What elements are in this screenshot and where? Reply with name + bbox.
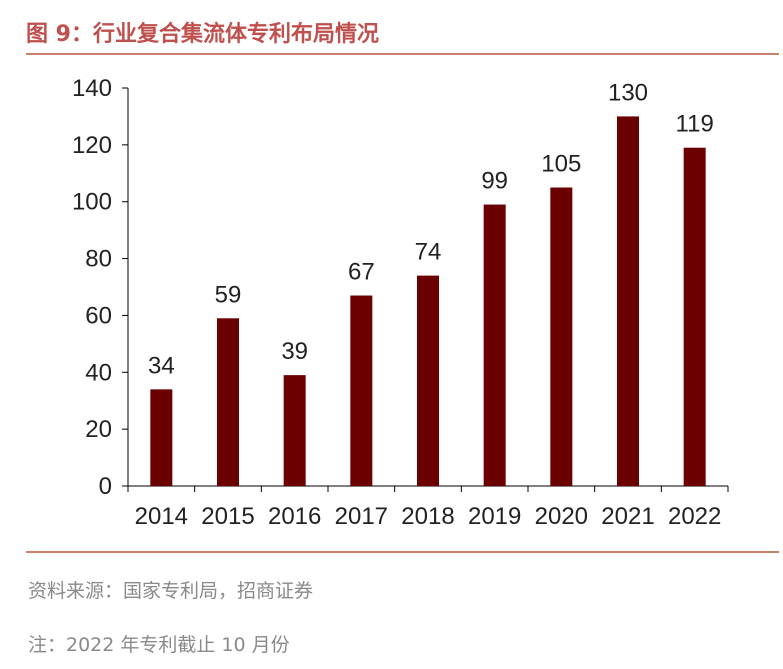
bar-2021 (617, 116, 639, 486)
x-tick-label: 2019 (468, 503, 521, 530)
y-tick-label: 0 (99, 473, 112, 500)
bar-2022 (683, 147, 706, 486)
figure-title: 图 9：行业复合集流体专利布局情况 (26, 22, 379, 47)
bar-2018 (417, 275, 439, 486)
y-tick-label: 60 (85, 302, 112, 329)
y-tick-label: 20 (85, 416, 112, 443)
data-label: 130 (608, 79, 648, 106)
data-label: 34 (148, 352, 175, 379)
y-tick-label: 40 (85, 359, 112, 386)
footnote: 注：2022 年专利截止 10 月份 (28, 634, 290, 656)
x-tick-label: 2021 (601, 503, 654, 530)
x-tick-label: 2017 (335, 503, 388, 530)
y-tick-label: 100 (72, 189, 112, 216)
bar-2014 (150, 389, 173, 486)
data-label: 99 (481, 168, 508, 195)
data-label: 105 (541, 151, 581, 178)
y-axis: 0 20 40 60 80 100 120 140 (72, 75, 129, 500)
title-divider (26, 53, 779, 55)
x-tick-label: 2018 (401, 503, 454, 530)
footer-divider (26, 551, 779, 553)
y-tick-label: 140 (72, 75, 112, 102)
bar-2015 (217, 318, 239, 486)
data-label: 59 (215, 281, 242, 308)
y-tick-label: 120 (72, 132, 112, 159)
data-label: 74 (415, 239, 442, 266)
data-label: 67 (348, 259, 375, 286)
data-label: 39 (281, 338, 308, 365)
x-tick-label: 2022 (668, 503, 721, 530)
data-labels: 34 59 39 67 74 99 105 130 119 (148, 79, 714, 379)
x-tick-label: 2014 (135, 503, 188, 530)
source-note: 资料来源：国家专利局，招商证券 (28, 580, 314, 602)
bars (150, 116, 706, 487)
data-label: 119 (676, 111, 714, 138)
x-tick-label: 2015 (201, 503, 254, 530)
y-tick-label: 80 (85, 246, 112, 273)
x-tick-label: 2016 (268, 503, 321, 530)
bar-2017 (350, 295, 373, 486)
x-tick-label: 2020 (535, 503, 588, 530)
bar-2020 (550, 187, 573, 486)
x-axis: 2014 2015 2016 2017 2018 2019 2020 2021 2022 (127, 485, 729, 530)
bar-2019 (483, 204, 506, 487)
bar-2016 (283, 375, 306, 486)
